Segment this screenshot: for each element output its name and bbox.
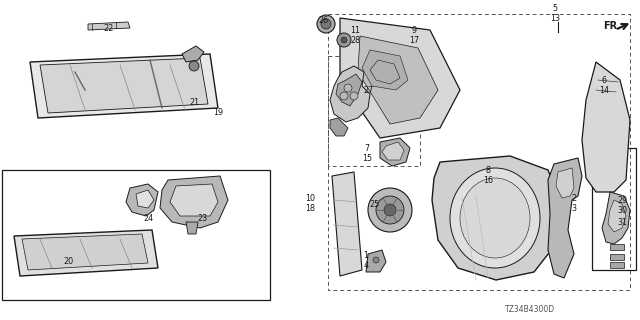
Circle shape	[317, 15, 335, 33]
Polygon shape	[332, 172, 362, 276]
Ellipse shape	[450, 168, 540, 268]
Polygon shape	[182, 46, 204, 62]
Polygon shape	[136, 190, 154, 208]
Text: 14: 14	[599, 85, 609, 94]
Bar	[2, 170, 270, 300]
Text: 29: 29	[617, 196, 627, 204]
Bar	[328, 14, 630, 290]
Circle shape	[321, 19, 331, 29]
Text: 24: 24	[143, 213, 153, 222]
Text: 8: 8	[486, 165, 490, 174]
Text: 4: 4	[364, 261, 369, 270]
Polygon shape	[582, 62, 630, 192]
Text: TZ34B4300D: TZ34B4300D	[505, 306, 555, 315]
Polygon shape	[160, 176, 228, 228]
Polygon shape	[336, 74, 362, 106]
Text: 30: 30	[617, 205, 627, 214]
Text: 15: 15	[362, 154, 372, 163]
Polygon shape	[608, 200, 626, 232]
Polygon shape	[380, 138, 410, 166]
Text: FR.: FR.	[603, 21, 621, 31]
Text: 17: 17	[409, 36, 419, 44]
Polygon shape	[556, 168, 574, 198]
Polygon shape	[362, 50, 408, 90]
Text: 16: 16	[483, 175, 493, 185]
Polygon shape	[170, 184, 218, 216]
Polygon shape	[40, 58, 208, 113]
Text: 18: 18	[305, 204, 315, 212]
Polygon shape	[14, 230, 158, 276]
Circle shape	[350, 92, 358, 100]
Circle shape	[368, 188, 412, 232]
Polygon shape	[602, 192, 630, 244]
Polygon shape	[330, 118, 348, 136]
Circle shape	[373, 257, 379, 263]
Polygon shape	[88, 22, 130, 30]
Polygon shape	[370, 60, 400, 84]
Polygon shape	[186, 222, 198, 234]
Text: 3: 3	[572, 204, 577, 212]
Text: 25: 25	[370, 199, 380, 209]
Bar	[592, 148, 636, 270]
Text: 9: 9	[412, 26, 417, 35]
Text: 28: 28	[350, 36, 360, 44]
Polygon shape	[126, 184, 158, 216]
Text: 26: 26	[318, 15, 328, 25]
Text: 6: 6	[602, 76, 607, 84]
Polygon shape	[432, 156, 560, 280]
Polygon shape	[30, 54, 218, 118]
Text: 5: 5	[552, 4, 557, 12]
Circle shape	[376, 196, 404, 224]
Text: 1: 1	[364, 252, 369, 260]
Bar	[610, 244, 624, 250]
Circle shape	[340, 92, 348, 100]
Bar	[610, 262, 624, 268]
Text: 27: 27	[363, 85, 373, 94]
Text: 13: 13	[550, 13, 560, 22]
Ellipse shape	[460, 178, 530, 258]
Polygon shape	[548, 158, 582, 278]
Text: 22: 22	[103, 23, 113, 33]
Text: 21: 21	[189, 98, 199, 107]
Text: 31: 31	[617, 218, 627, 227]
Text: 23: 23	[197, 213, 207, 222]
Text: 2: 2	[572, 194, 577, 203]
Polygon shape	[330, 66, 370, 122]
Polygon shape	[366, 250, 386, 272]
Bar	[610, 254, 624, 260]
Circle shape	[337, 33, 351, 47]
Circle shape	[341, 37, 347, 43]
Circle shape	[344, 84, 352, 92]
Text: 7: 7	[364, 143, 369, 153]
Circle shape	[384, 204, 396, 216]
Circle shape	[189, 61, 199, 71]
Polygon shape	[358, 36, 438, 124]
Text: 19: 19	[213, 108, 223, 116]
Polygon shape	[382, 142, 404, 160]
Polygon shape	[22, 234, 148, 270]
Bar	[328, 56, 420, 166]
Text: 11: 11	[350, 26, 360, 35]
Polygon shape	[340, 18, 460, 138]
Text: 10: 10	[305, 194, 315, 203]
Text: 20: 20	[63, 258, 73, 267]
